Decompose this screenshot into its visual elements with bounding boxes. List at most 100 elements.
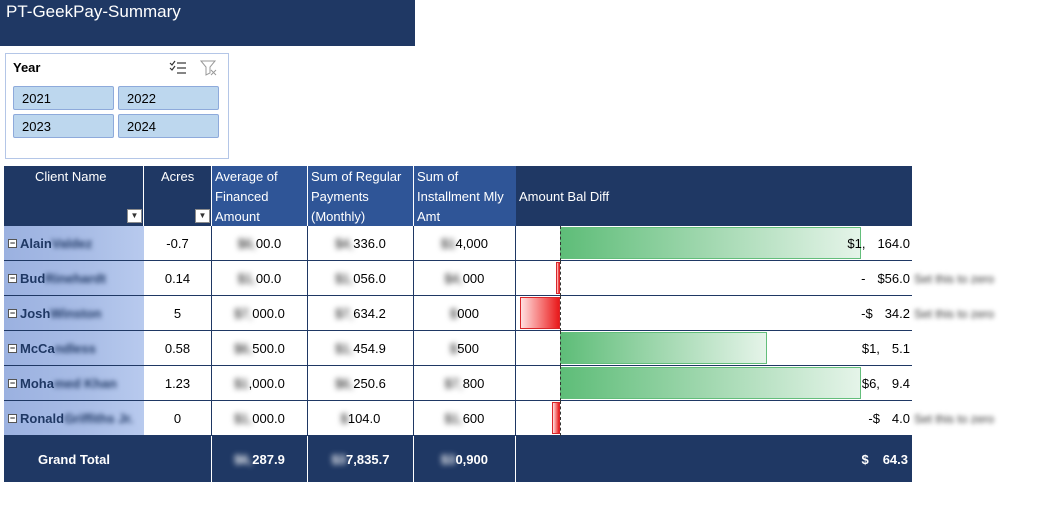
client-name-visible: McCa: [20, 340, 55, 356]
slicer-item-2023[interactable]: 2023: [13, 114, 114, 138]
amount-bal-diff-cell[interactable]: -$ 34.2: [516, 296, 912, 331]
client-filter-dropdown[interactable]: ▼: [127, 209, 142, 223]
collapse-icon[interactable]: −: [8, 377, 17, 388]
acres-filter-dropdown[interactable]: ▼: [195, 209, 210, 223]
client-name-cell[interactable]: − Moha med Khan: [4, 366, 144, 401]
slicer-title: Year: [13, 60, 41, 75]
databar-axis: [560, 366, 561, 401]
sum-installment-cell[interactable]: $1 4,000: [414, 226, 516, 261]
table-row[interactable]: − Josh Winston 5 $7, 000.0 $7, 634.2 $000 -…: [4, 296, 994, 331]
grand-total-label: Grand Total: [38, 451, 110, 467]
acres-cell[interactable]: -0.7: [144, 226, 212, 261]
amount-bal-diff-cell[interactable]: - $56.0: [516, 261, 912, 296]
grand-reg-blurred: $3: [331, 451, 347, 467]
client-name-cell[interactable]: − Bud Rinehardt: [4, 261, 144, 296]
inst-visible: 4,000: [455, 235, 488, 251]
sum-regular-cell[interactable]: $1, 454.9: [308, 331, 414, 366]
grand-avg-visible: 287.9: [252, 451, 285, 467]
sum-regular-cell[interactable]: $104.0: [308, 401, 414, 436]
collapse-icon[interactable]: −: [8, 307, 17, 318]
grand-diff-visible: 64.3: [882, 451, 908, 467]
clear-filter-icon[interactable]: [200, 59, 218, 77]
slicer-item-2022[interactable]: 2022: [118, 86, 219, 110]
grand-total-row: Grand Total $6, 287.9 $3 7,835.7 $3 0,900 $…: [4, 436, 912, 482]
avg-financed-cell[interactable]: $6, 00.0: [212, 226, 308, 261]
header-inst-line1: Sum of: [417, 169, 459, 184]
multi-select-icon[interactable]: [169, 59, 187, 77]
avg-financed-cell[interactable]: $1, 00.0: [212, 261, 308, 296]
amount-bal-diff-cell[interactable]: $1, 5.1: [516, 331, 912, 366]
table-row[interactable]: − Bud Rinehardt 0.14 $1, 00.0 $1, 056.0 $4,…: [4, 261, 994, 296]
collapse-icon[interactable]: −: [8, 237, 17, 248]
table-row[interactable]: − Moha med Khan 1.23 $1,000.0 $6, 250.6 $7…: [4, 366, 912, 401]
client-name-visible: Alain: [20, 235, 52, 251]
amount-bal-diff-value: -$ 34.2: [861, 306, 910, 321]
collapse-icon[interactable]: −: [8, 412, 17, 423]
client-name-cell[interactable]: − Ronald Griffiths Jr.: [4, 401, 144, 436]
header-avg-line2: Financed: [215, 189, 269, 204]
table-row[interactable]: − Ronald Griffiths Jr. 0 $1, 000.0 $104.0…: [4, 401, 994, 436]
sum-regular-cell[interactable]: $6, 250.6: [308, 366, 414, 401]
reg-visible: 056.0: [353, 270, 386, 286]
table-row[interactable]: − McCa ndless 0.58 $6, 500.0 $1, 454.9 $500…: [4, 331, 912, 366]
header-reg-line3: (Monthly): [311, 209, 366, 224]
reg-blurred: $7,: [335, 305, 354, 321]
sum-installment-cell[interactable]: $500: [414, 331, 516, 366]
sum-installment-cell[interactable]: $4, 000: [414, 261, 516, 296]
client-name-cell[interactable]: − Josh Winston: [4, 296, 144, 331]
sum-installment-cell[interactable]: $7, 800: [414, 366, 516, 401]
acres-value: 5: [173, 305, 182, 321]
pivot-table: Client Name ▼ Acres ▼ Average of Finance…: [4, 166, 994, 482]
header-acres: Acres ▼: [144, 166, 212, 226]
collapse-icon[interactable]: −: [8, 342, 17, 353]
header-avg-line1: Average of: [215, 169, 278, 184]
diff-visible: $56.0: [877, 271, 910, 286]
avg-financed-cell[interactable]: $6, 500.0: [212, 331, 308, 366]
avg-financed-cell[interactable]: $1,000.0: [212, 366, 308, 401]
avg-blurred: $1: [234, 375, 249, 391]
reg-visible: 104.0: [347, 410, 381, 426]
grand-reg-visible: 7,835.7: [346, 451, 390, 467]
client-name-cell[interactable]: − McCa ndless: [4, 331, 144, 366]
slicer-item-2024[interactable]: 2024: [118, 114, 219, 138]
amount-bal-diff-cell[interactable]: -$ 4.0: [516, 401, 912, 436]
grand-diff-prefix: $: [861, 451, 869, 467]
client-name-cell[interactable]: − Alain Valdez: [4, 226, 144, 261]
acres-cell[interactable]: 0.58: [144, 331, 212, 366]
slicer-item-2021[interactable]: 2021: [13, 86, 114, 110]
table-row[interactable]: − Alain Valdez -0.7 $6, 00.0 $4, 336.0 $1 4,…: [4, 226, 912, 261]
sum-regular-cell[interactable]: $4, 336.0: [308, 226, 414, 261]
avg-financed-cell[interactable]: $7, 000.0: [212, 296, 308, 331]
grand-inst-blurred: $3: [440, 451, 456, 467]
sum-installment-cell[interactable]: $000: [414, 296, 516, 331]
acres-cell[interactable]: 5: [144, 296, 212, 331]
databar-positive: [560, 332, 767, 364]
acres-cell[interactable]: 0: [144, 401, 212, 436]
reg-blurred: $6,: [335, 375, 354, 391]
year-slicer[interactable]: Year 2021 2022 2023 2024: [5, 53, 229, 159]
databar-axis: [560, 261, 561, 296]
sum-regular-cell[interactable]: $1, 056.0: [308, 261, 414, 296]
collapse-icon[interactable]: −: [8, 272, 17, 283]
avg-visible: ,000.0: [248, 375, 285, 391]
avg-blurred: $6,: [234, 340, 253, 356]
grand-avg-blurred: $6,: [234, 451, 253, 467]
page-title: PT-GeekPay-Summary: [0, 0, 415, 46]
header-avg-financed: Average of Financed Amount: [212, 166, 308, 226]
reg-blurred: $1,: [335, 270, 354, 286]
client-name-blurred: med Khan: [53, 375, 117, 391]
header-reg-line2: Payments: [311, 189, 369, 204]
acres-value: 0.58: [164, 340, 191, 356]
acres-cell[interactable]: 0.14: [144, 261, 212, 296]
note-text: Set this to zero: [914, 272, 995, 286]
amount-bal-diff-cell[interactable]: $1, 164.0: [516, 226, 912, 261]
acres-cell[interactable]: 1.23: [144, 366, 212, 401]
avg-visible: 00.0: [255, 270, 282, 286]
sum-installment-cell[interactable]: $1, 600: [414, 401, 516, 436]
avg-financed-cell[interactable]: $1,000.0: [212, 401, 308, 436]
amount-bal-diff-cell[interactable]: $6, 9.4: [516, 366, 912, 401]
client-name-visible: Ronald: [20, 410, 65, 426]
grand-total-acres: [144, 436, 212, 482]
sum-regular-cell[interactable]: $7, 634.2: [308, 296, 414, 331]
